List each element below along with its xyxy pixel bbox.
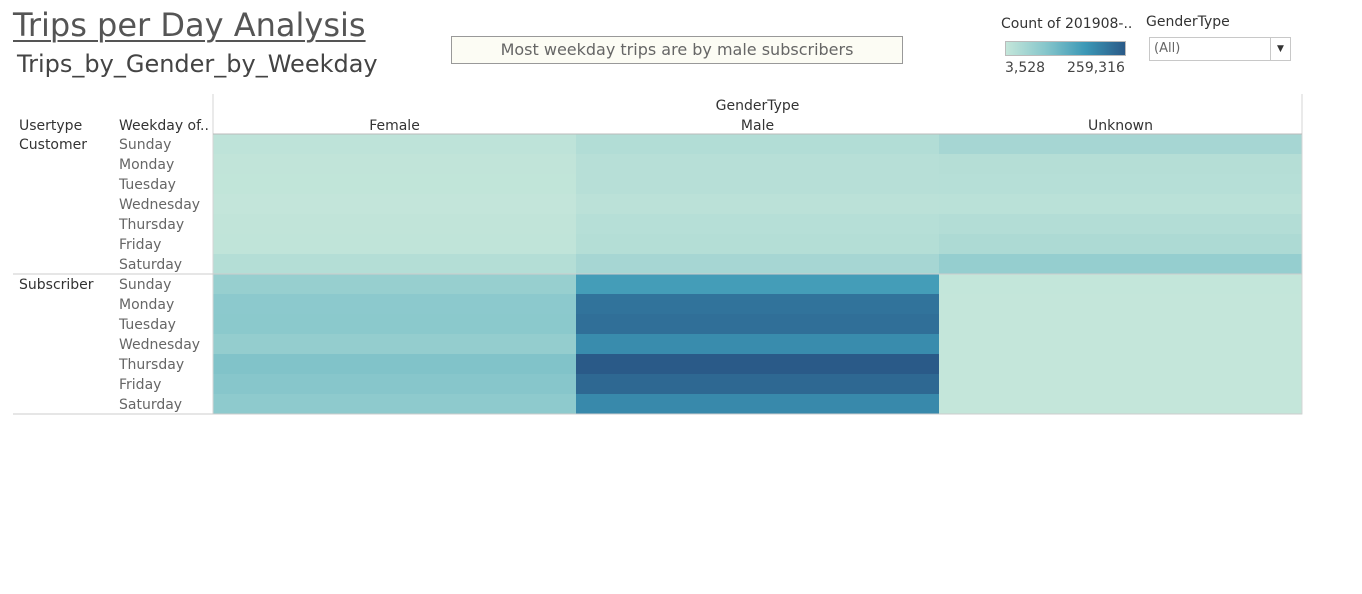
heatmap-cell [576, 314, 940, 335]
heatmap-cell [213, 334, 577, 355]
heatmap-cell [576, 154, 940, 175]
gender-filter-value: (All) [1154, 41, 1181, 56]
column-header-female: Female [369, 118, 420, 134]
heatmap-cell [576, 194, 940, 215]
heatmap-cell [939, 274, 1303, 295]
heatmap-cell [213, 374, 577, 395]
weekday-label: Tuesday [118, 177, 176, 193]
heatmap-cell [576, 374, 940, 395]
usertype-label-customer: Customer [19, 137, 87, 153]
heatmap-cell [213, 154, 577, 175]
heatmap-cell [939, 254, 1303, 275]
heatmap-cell [939, 394, 1303, 415]
heatmap-cell [213, 394, 577, 415]
heatmap-cell [939, 154, 1303, 175]
weekday-label: Wednesday [119, 337, 200, 353]
weekday-label: Friday [119, 237, 161, 253]
heatmap-cell [939, 134, 1303, 155]
gender-filter-dropdown[interactable]: (All) ▼ [1149, 37, 1291, 61]
heatmap-cell [576, 394, 940, 415]
color-legend-max: 259,316 [1067, 60, 1125, 76]
heatmap-cell [213, 194, 577, 215]
heatmap-cell [213, 234, 577, 255]
column-header-unknown: Unknown [1088, 118, 1153, 134]
column-header-male: Male [741, 118, 774, 134]
gender-filter-title: GenderType [1146, 14, 1230, 30]
heatmap-cell [213, 254, 577, 275]
color-legend-gradient [1005, 41, 1126, 56]
weekday-label: Sunday [119, 277, 171, 293]
heatmap-cell [213, 134, 577, 155]
weekday-label: Saturday [119, 397, 182, 413]
weekday-label: Monday [119, 157, 174, 173]
page-title: Trips per Day Analysis [13, 6, 366, 44]
weekday-label: Thursday [118, 217, 184, 233]
weekday-label: Monday [119, 297, 174, 313]
color-legend-min: 3,528 [1005, 60, 1046, 76]
weekday-label: Thursday [118, 357, 184, 373]
weekday-label: Saturday [119, 257, 182, 273]
heatmap-cell [576, 354, 940, 375]
heatmap-cell [576, 274, 940, 295]
usertype-label-subscriber: Subscriber [19, 277, 94, 293]
heatmap-cell [213, 294, 577, 315]
annotation-box: Most weekday trips are by male subscribe… [451, 36, 903, 64]
weekday-label: Wednesday [119, 197, 200, 213]
heatmap-cell [213, 354, 577, 375]
heatmap-cell [939, 334, 1303, 355]
heatmap-cell [213, 174, 577, 195]
heatmap-cell [576, 254, 940, 275]
heatmap-cell [576, 334, 940, 355]
heatmap-cell [213, 274, 577, 295]
heatmap-cell [939, 294, 1303, 315]
heatmap-cell [576, 214, 940, 235]
weekday-label: Sunday [119, 137, 171, 153]
color-legend-title: Count of 201908-.. [1001, 16, 1133, 32]
row-header-weekday: Weekday of.. [119, 118, 209, 134]
heatmap-cell [576, 134, 940, 155]
heatmap-cell [939, 374, 1303, 395]
heatmap-cell [576, 294, 940, 315]
heatmap-cell [939, 234, 1303, 255]
heatmap-cell [939, 174, 1303, 195]
heatmap-cell [576, 174, 940, 195]
chevron-down-icon[interactable]: ▼ [1270, 38, 1290, 60]
row-header-usertype: Usertype [19, 118, 82, 134]
heatmap-cell [213, 314, 577, 335]
weekday-label: Tuesday [118, 317, 176, 333]
column-group-label: GenderType [716, 98, 800, 114]
heatmap-cell [939, 214, 1303, 235]
heatmap-cell [213, 214, 577, 235]
heatmap-cell [939, 314, 1303, 335]
heatmap-cell [939, 354, 1303, 375]
heatmap-cell [576, 234, 940, 255]
weekday-label: Friday [119, 377, 161, 393]
sheet-title: Trips_by_Gender_by_Weekday [17, 50, 378, 78]
heatmap-cell [939, 194, 1303, 215]
